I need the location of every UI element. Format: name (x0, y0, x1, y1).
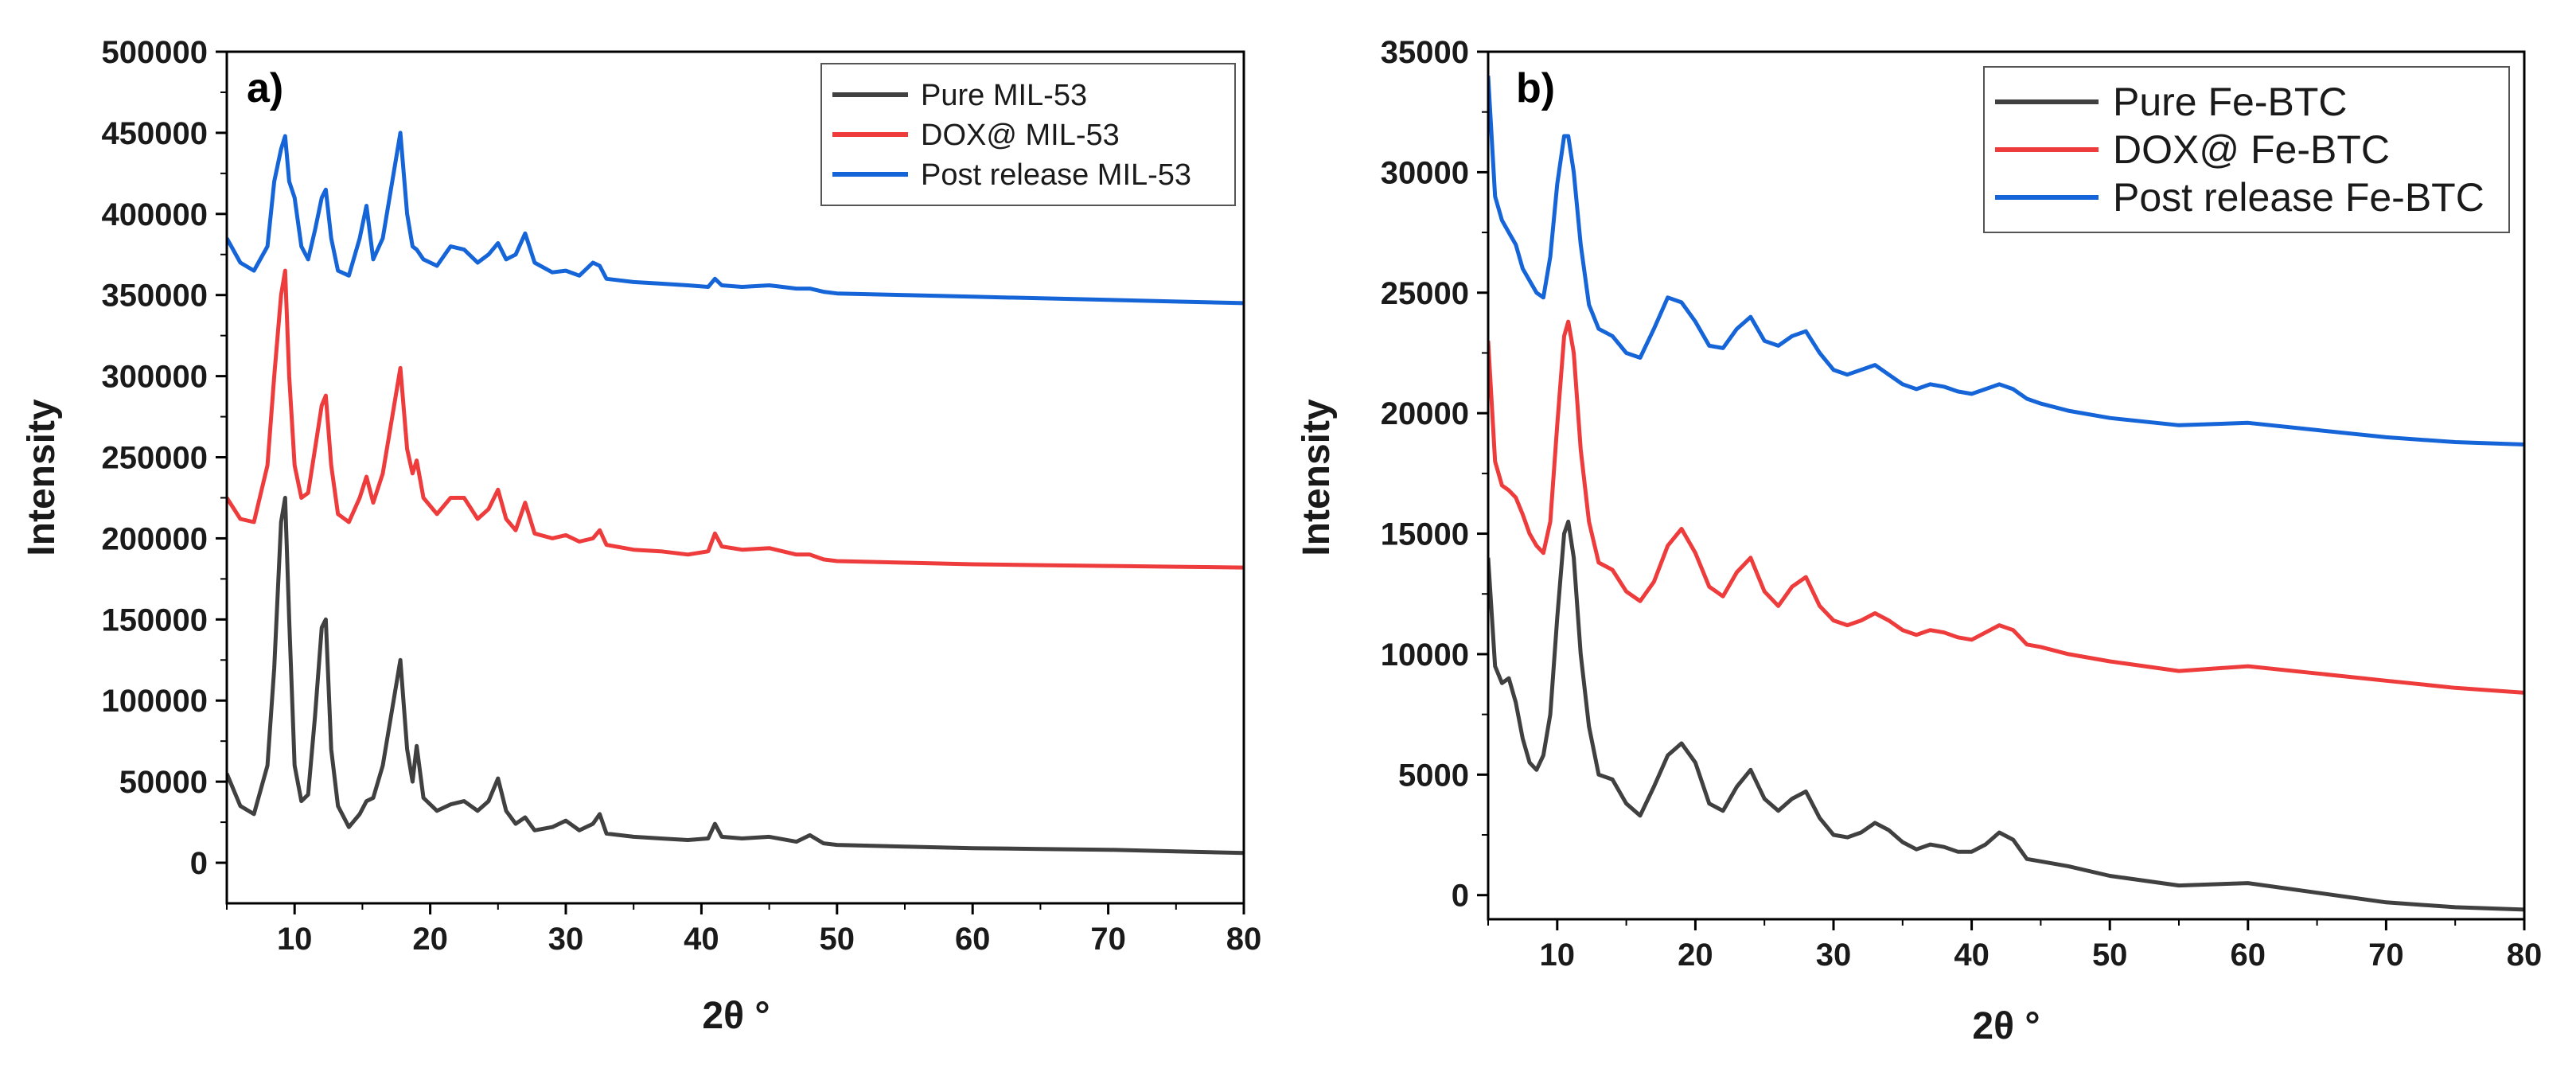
panel-b-legend-entry-post: Post release Fe-BTC (1995, 175, 2484, 220)
y-tick-label: 450000 (102, 116, 208, 151)
panel-b-ticks: 10 20 30 40 50 60 70 80 0 5000 10000 15000 20000 2500… (1381, 35, 2542, 973)
panel-a-legend-entry-pure: Pure MIL-53 (832, 79, 1087, 112)
series-line-post-release-fe-btc (1488, 76, 2524, 446)
x-tick-label: 70 (2368, 938, 2404, 973)
x-tick-label: 10 (277, 922, 313, 957)
x-tick-label: 40 (1954, 938, 1989, 973)
x-tick-label: 70 (1090, 922, 1126, 957)
panel-b-fe-btc: 10 20 30 40 50 60 70 80 0 5000 10000 15000 20000 2500… (1296, 35, 2542, 1047)
x-tick-label: 40 (684, 922, 719, 957)
panel-b-legend-entry-pure: Pure Fe-BTC (1995, 80, 2348, 124)
panel-b-label: b) (1516, 65, 1555, 111)
panel-a-series-layer (227, 131, 1244, 856)
panel-a-label: a) (247, 65, 283, 111)
panel-b-plot-frame (1487, 50, 2526, 921)
panel-a-legend-entry-post: Post release MIL-53 (832, 158, 1191, 192)
y-tick-label: 20000 (1381, 396, 1469, 431)
panel-a-legend: Pure MIL-53 DOX@ MIL-53 Post release MIL… (820, 63, 1236, 206)
y-tick-label: 350000 (102, 279, 208, 314)
series-line-pure-mil-53 (227, 496, 1244, 856)
y-tick-label: 200000 (102, 521, 208, 556)
y-tick-label: 50000 (119, 765, 208, 800)
y-tick-label: 400000 (102, 197, 208, 232)
y-tick-label: 30000 (1381, 155, 1469, 190)
panel-b-legend: Pure Fe-BTC DOX@ Fe-BTC Post release Fe-… (1983, 66, 2510, 233)
y-tick-label: 10000 (1381, 637, 1469, 673)
y-tick-label: 500000 (102, 35, 208, 70)
y-tick-label: 5000 (1398, 758, 1469, 793)
x-tick-label: 20 (1678, 938, 1713, 973)
legend-label-dox-mil53: DOX@ MIL-53 (921, 119, 1120, 152)
x-tick-label: 50 (820, 922, 855, 957)
panel-a-x-axis-title: 2θ ° (702, 995, 770, 1037)
legend-label-dox-fe-btc: DOX@ Fe-BTC (2113, 127, 2390, 172)
legend-label-pure-mil53: Pure MIL-53 (921, 79, 1087, 112)
x-tick-label: 50 (2092, 938, 2128, 973)
panel-a-y-axis-title: Intensity (21, 399, 63, 556)
y-tick-label: 15000 (1381, 517, 1469, 552)
y-tick-label: 0 (190, 846, 208, 881)
x-tick-label: 80 (1226, 922, 1262, 957)
x-tick-label: 20 (412, 922, 448, 957)
panel-b-legend-box (1983, 66, 2510, 233)
x-tick-label: 30 (548, 922, 584, 957)
y-tick-label: 0 (1452, 879, 1469, 914)
x-tick-label: 60 (955, 922, 991, 957)
series-line-post-release-mil-53 (227, 131, 1244, 306)
series-line-dox-mil-53 (227, 268, 1244, 570)
legend-label-pure-fe-btc: Pure Fe-BTC (2113, 80, 2348, 124)
panel-b-legend-entry-dox: DOX@ Fe-BTC (1995, 127, 2390, 172)
panel-b-y-axis-title: Intensity (1296, 399, 1338, 556)
y-tick-label: 250000 (102, 441, 208, 476)
y-tick-label: 25000 (1381, 276, 1469, 311)
y-tick-label: 35000 (1381, 35, 1469, 70)
y-tick-label: 300000 (102, 360, 208, 395)
x-tick-label: 80 (2507, 938, 2543, 973)
panel-a-legend-entry-dox: DOX@ MIL-53 (832, 119, 1120, 152)
legend-label-post-release-fe-btc: Post release Fe-BTC (2113, 175, 2484, 220)
series-line-pure-fe-btc (1488, 519, 2524, 912)
y-tick-label: 100000 (102, 684, 208, 719)
panel-a-mil53: 10 20 30 40 50 60 70 80 0 50000 100000 150000 200000… (21, 35, 1261, 1037)
y-tick-label: 150000 (102, 602, 208, 637)
panel-b-x-axis-title: 2θ ° (1972, 1005, 2040, 1047)
legend-label-post-release-mil53: Post release MIL-53 (921, 158, 1191, 192)
panel-a-plot-frame (225, 50, 1245, 905)
panel-a-ticks: 10 20 30 40 50 60 70 80 0 50000 100000 150000 200000… (102, 35, 1262, 957)
x-tick-label: 10 (1540, 938, 1576, 973)
series-line-dox-fe-btc (1488, 319, 2524, 695)
x-tick-label: 30 (1816, 938, 1852, 973)
panel-b-series-layer (1488, 76, 2524, 912)
x-tick-label: 60 (2231, 938, 2266, 973)
